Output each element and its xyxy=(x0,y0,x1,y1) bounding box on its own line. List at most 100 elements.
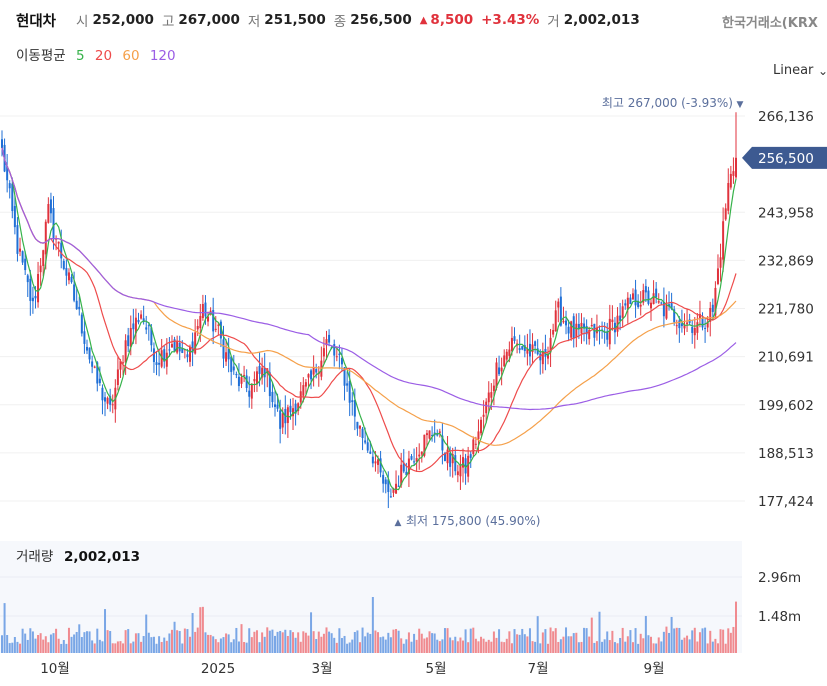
candle-body xyxy=(93,366,96,368)
volume-bar xyxy=(78,624,81,653)
volume-bar xyxy=(80,637,83,653)
volume-bar xyxy=(487,639,490,653)
volume-bar xyxy=(392,629,395,653)
volume-bar xyxy=(163,637,166,653)
ma-120[interactable]: 120 xyxy=(149,48,176,64)
volume-bar xyxy=(60,643,63,653)
volume-bar xyxy=(425,637,428,653)
volume-bar xyxy=(701,628,704,653)
candle-body xyxy=(230,356,233,372)
candle-body xyxy=(52,208,55,238)
candle-body xyxy=(631,293,634,300)
candle-body xyxy=(140,314,143,319)
price-tick-label: 210,691 xyxy=(758,350,814,366)
volume-bar xyxy=(261,632,264,653)
candle-body xyxy=(98,378,101,384)
candle-body xyxy=(446,449,449,464)
candle-body xyxy=(531,344,534,353)
candle-body xyxy=(173,339,176,352)
volume-bar xyxy=(186,629,189,653)
volume-bar xyxy=(443,628,446,653)
candle-body xyxy=(415,458,418,462)
candle-body xyxy=(629,297,632,305)
volume-bar xyxy=(289,630,292,653)
candle-body xyxy=(91,361,94,367)
candle-body xyxy=(145,327,148,330)
candle-body xyxy=(194,332,197,354)
volume-bar xyxy=(93,643,96,653)
volume-bar xyxy=(613,642,616,653)
candle-body xyxy=(196,326,199,330)
candle-body xyxy=(554,310,557,332)
volume-bar xyxy=(642,638,645,653)
volume-bar xyxy=(307,635,310,653)
volume-bar xyxy=(39,633,42,653)
down-triangle-icon: ▼ xyxy=(737,100,744,110)
volume-bar xyxy=(662,631,665,653)
volume-layer: 거래량 2,002,013 xyxy=(0,541,742,653)
current-price-tag xyxy=(742,146,827,169)
volume-bar xyxy=(240,624,243,653)
candle-body xyxy=(8,183,11,189)
candle-body xyxy=(338,353,341,355)
volume-bar xyxy=(37,635,40,653)
chevron-down-icon[interactable]: ⌄ xyxy=(818,64,827,78)
volume-bar xyxy=(585,628,588,653)
candle-body xyxy=(722,221,725,260)
volume-bar xyxy=(693,627,696,653)
volume-bar xyxy=(366,632,369,653)
candle-body xyxy=(201,303,204,319)
volume-bar xyxy=(482,638,485,653)
volume-bar xyxy=(13,636,16,653)
volume-bar xyxy=(245,642,248,653)
volume-bar xyxy=(297,632,300,653)
candle-body xyxy=(637,300,640,308)
volume-bar xyxy=(639,633,642,653)
candle-body xyxy=(657,301,660,303)
candle-body xyxy=(348,381,351,403)
volume-bar xyxy=(433,633,436,653)
volume-bar xyxy=(565,627,568,653)
volume-bar xyxy=(340,638,343,653)
volume-value: 2,002,013 xyxy=(563,12,640,28)
candle-body xyxy=(665,304,668,319)
volume-bar xyxy=(647,635,650,653)
candle-body xyxy=(570,321,573,338)
candle-body xyxy=(24,258,27,271)
volume-tick-label: 2.96m xyxy=(758,570,801,586)
candle-body xyxy=(490,392,493,398)
volume-bar xyxy=(539,643,542,653)
volume-bar xyxy=(1,635,3,653)
volume-bar xyxy=(637,643,640,653)
candle-body xyxy=(655,288,658,298)
ma-5[interactable]: 5 xyxy=(75,48,85,64)
candle-body xyxy=(397,485,400,487)
candle-body xyxy=(541,351,544,365)
candle-body xyxy=(423,434,426,456)
candle-body xyxy=(358,425,361,429)
volume-bar xyxy=(122,643,125,653)
volume-panel-label: 거래량 xyxy=(16,549,53,565)
volume-bar xyxy=(230,642,233,653)
volume-bar xyxy=(119,641,122,653)
volume-bar xyxy=(495,637,498,653)
volume-bar xyxy=(248,628,251,653)
scale-mode-select[interactable]: Linear xyxy=(773,63,814,78)
ma-20[interactable]: 20 xyxy=(94,48,113,64)
ma-60[interactable]: 60 xyxy=(122,48,140,64)
candle-body xyxy=(142,318,145,323)
candle-body xyxy=(735,157,737,178)
candle-body xyxy=(652,293,655,304)
volume-bar xyxy=(127,629,130,653)
volume-bar xyxy=(523,634,526,653)
candle-body xyxy=(134,317,137,334)
high-annotation: 최고 267,000 (-3.93%) xyxy=(602,96,733,110)
candle-body xyxy=(647,290,650,304)
candle-body xyxy=(273,404,276,407)
candle-body xyxy=(268,372,271,397)
volume-bar xyxy=(140,641,143,653)
volume-bar xyxy=(410,641,413,653)
volume-bar xyxy=(608,640,611,653)
candle-body xyxy=(75,300,78,310)
